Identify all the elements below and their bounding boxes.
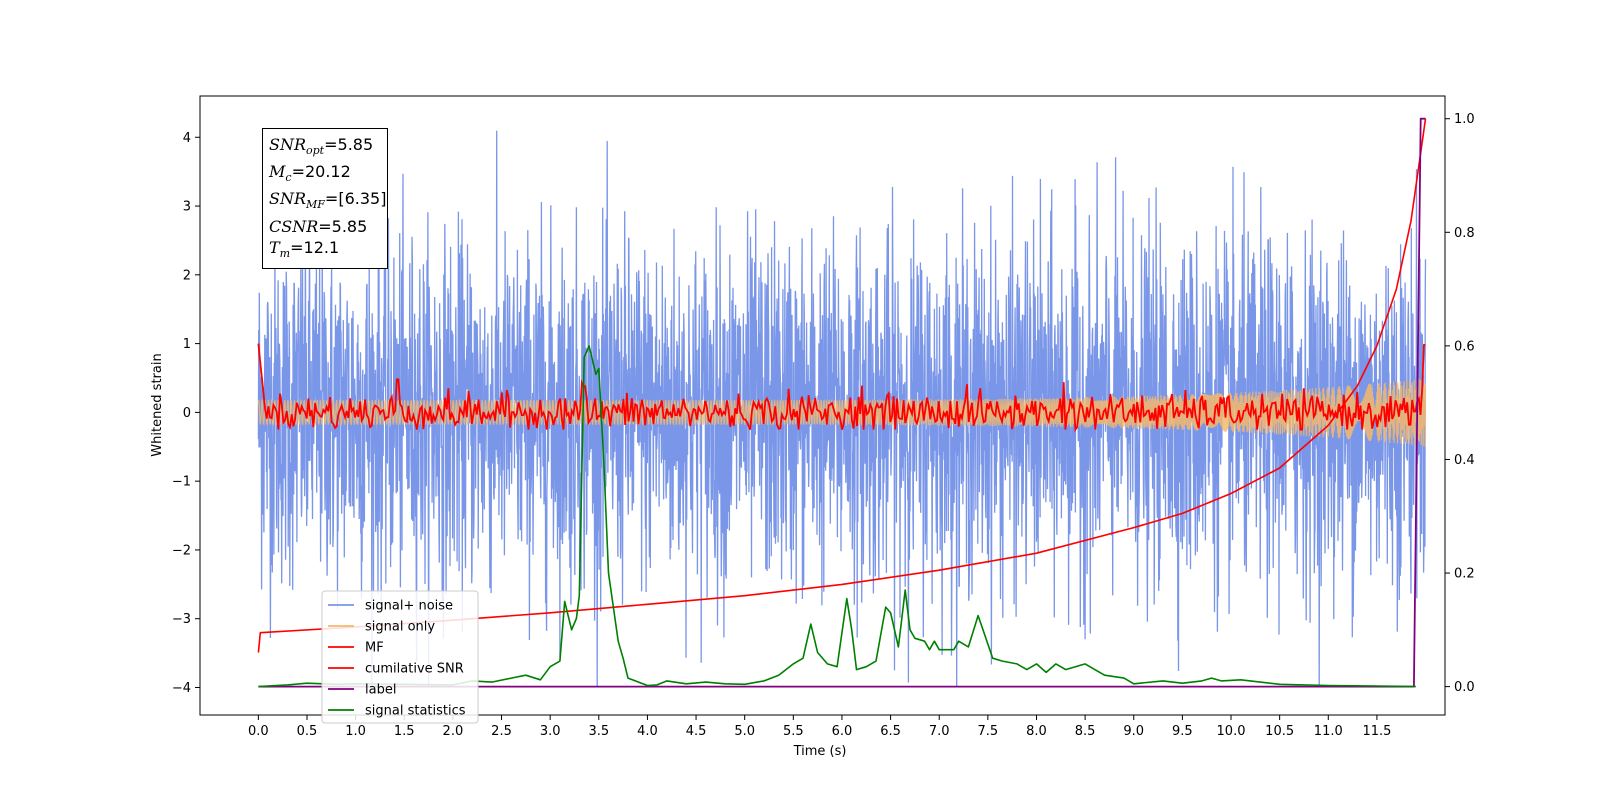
x-tick-label: 1.0 <box>345 724 366 739</box>
legend-label: signal statistics <box>365 704 466 719</box>
x-tick-label: 2.0 <box>443 724 464 739</box>
x-tick-label: 8.5 <box>1075 724 1096 739</box>
x-tick-label: 7.0 <box>929 724 950 739</box>
series-label <box>258 117 1426 688</box>
series-signal-plus-noise <box>257 130 1427 688</box>
x-tick-label: 8.0 <box>1026 724 1047 739</box>
x-tick-label: 9.5 <box>1172 724 1193 739</box>
y-axis-right: 1.0 0.8 0.6 0.4 0.2 0.0 <box>1445 112 1475 695</box>
x-tick-label: 10.0 <box>1217 724 1246 739</box>
y-tick-label: −3 <box>172 612 191 627</box>
y2-tick-label: 0.6 <box>1454 339 1475 354</box>
x-tick-label: 0.0 <box>248 724 269 739</box>
y-tick-label: −1 <box>172 475 191 490</box>
x-tick-label: 11.5 <box>1362 724 1391 739</box>
x-tick-label: 7.5 <box>978 724 999 739</box>
x-tick-label: 11.0 <box>1314 724 1343 739</box>
legend-label: cumilative SNR <box>365 662 464 677</box>
series-layer <box>257 117 1427 688</box>
legend-label: signal+ noise <box>365 599 453 614</box>
y2-tick-label: 0.8 <box>1454 226 1475 241</box>
x-tick-label: 1.5 <box>394 724 415 739</box>
info-box: SNRopt=5.85 Mc=20.12 SNRMF=[6.35] CSNR=5… <box>262 128 388 269</box>
y2-tick-label: 0.2 <box>1454 567 1475 582</box>
y2-tick-label: 1.0 <box>1454 112 1475 127</box>
x-tick-label: 6.5 <box>880 724 901 739</box>
legend-label: signal only <box>365 620 435 635</box>
y-tick-label: 3 <box>183 200 191 215</box>
x-tick-label: 3.5 <box>588 724 609 739</box>
y2-tick-label: 0.0 <box>1454 680 1475 695</box>
y-tick-label: 0 <box>183 406 191 421</box>
info-mc: Mc=20.12 <box>269 162 351 185</box>
x-tick-label: 2.5 <box>491 724 512 739</box>
x-tick-label: 0.5 <box>297 724 318 739</box>
legend: signal+ noise signal only MF cumilative SNR… <box>321 590 479 724</box>
x-axis-label: Time (s) <box>793 744 847 759</box>
info-snr-opt: SNRopt=5.85 <box>269 135 374 158</box>
x-tick-label: 4.0 <box>637 724 658 739</box>
x-tick-label: 6.0 <box>832 724 853 739</box>
series-mf <box>257 343 1426 433</box>
info-csnr: CSNR=5.85 <box>269 216 368 236</box>
y-axis-label: Whitened strain <box>150 353 165 456</box>
info-tm: Tm=12.1 <box>269 237 340 260</box>
x-tick-label: 3.0 <box>540 724 561 739</box>
y-tick-label: 1 <box>183 337 191 352</box>
y-axis-left: 4 3 2 1 0 −1 −2 −3 −4 <box>172 131 200 696</box>
x-tick-label: 5.5 <box>783 724 804 739</box>
x-tick-label: 10.5 <box>1265 724 1294 739</box>
series-cumulative-snr <box>257 118 1427 653</box>
y-tick-label: −4 <box>172 681 191 696</box>
y-tick-label: 4 <box>183 131 191 146</box>
series-signal-statistics <box>258 345 1416 688</box>
y-tick-label: 2 <box>183 268 191 283</box>
y2-tick-label: 0.4 <box>1454 453 1475 468</box>
info-snr-mf: SNRMF=[6.35] <box>269 189 387 212</box>
x-tick-label: 5.0 <box>734 724 755 739</box>
x-axis: 0.0 0.5 1.0 1.5 2.0 2.5 3.0 3.5 4.0 4.5 5.0 5.5 6.0 6… <box>248 715 1391 739</box>
x-tick-label: 9.0 <box>1123 724 1144 739</box>
plot-frame <box>199 95 1446 716</box>
x-tick-label: 4.5 <box>686 724 707 739</box>
legend-box <box>321 590 479 724</box>
legend-label: label <box>365 683 396 698</box>
y-tick-label: −2 <box>172 543 191 558</box>
legend-label: MF <box>365 641 384 656</box>
